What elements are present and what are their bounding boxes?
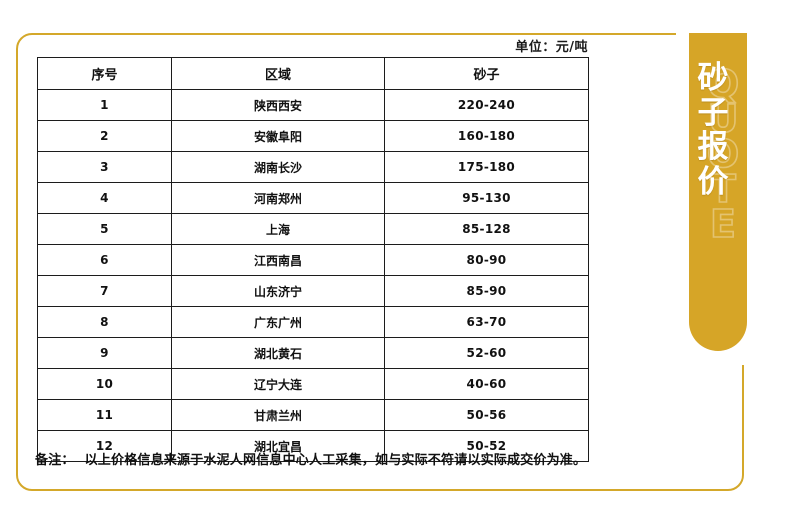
cell-price: 63-70 [384, 306, 589, 338]
table-row: 11 甘肃兰州 50-56 [37, 399, 589, 431]
unit-label: 单位：元/吨 [515, 40, 588, 55]
table-body: 1 陕西西安 220-240 2 安徽阜阳 160-180 3 湖南长沙 175-180 4 河南郑… [37, 89, 589, 462]
cell-price: 80-90 [384, 244, 589, 276]
tab-title-char: 砂 [697, 60, 729, 96]
tab-watermark: Q U O T E [699, 62, 747, 337]
watermark-letter: U [707, 96, 739, 141]
table-row: 12 湖北宜昌 50-52 [37, 430, 589, 462]
cell-price: 40-60 [384, 368, 589, 400]
cell-index: 9 [37, 337, 172, 369]
table-header-row: 序号 区域 砂子 [37, 57, 589, 90]
tab-title-char: 价 [697, 164, 729, 201]
cell-region: 湖南长沙 [171, 151, 385, 183]
cell-index: 7 [37, 275, 172, 307]
cell-price: 175-180 [384, 151, 589, 183]
cell-region: 山东济宁 [171, 275, 385, 307]
cell-price: 85-128 [384, 213, 589, 245]
watermark-letter: T [709, 166, 737, 211]
cell-region: 辽宁大连 [171, 368, 385, 400]
cell-index: 11 [37, 399, 172, 431]
cell-region: 甘肃兰州 [171, 399, 385, 431]
side-tab-sand-quote: Q U O T E 砂 子 报 价 [689, 33, 747, 351]
cell-price: 50-56 [384, 399, 589, 431]
cell-index: 6 [37, 244, 172, 276]
cell-price: 220-240 [384, 89, 589, 121]
table-row: 5 上海 85-128 [37, 213, 589, 245]
cell-region: 广东广州 [171, 306, 385, 338]
cell-index: 1 [37, 89, 172, 121]
cell-region: 江西南昌 [171, 244, 385, 276]
cell-index: 5 [37, 213, 172, 245]
table-row: 2 安徽阜阳 160-180 [37, 120, 589, 152]
column-header-price: 砂子 [384, 57, 589, 90]
cell-region: 湖北黄石 [171, 337, 385, 369]
cell-region: 陕西西安 [171, 89, 385, 121]
table-row: 9 湖北黄石 52-60 [37, 337, 589, 369]
footer-note-label: 备注： [35, 453, 75, 468]
table-row: 8 广东广州 63-70 [37, 306, 589, 338]
column-header-region: 区域 [171, 57, 385, 90]
cell-price: 95-130 [384, 182, 589, 214]
cell-region: 安徽阜阳 [171, 120, 385, 152]
column-header-index: 序号 [37, 57, 172, 90]
watermark-letter: O [706, 131, 740, 176]
cell-price: 50-52 [384, 430, 589, 462]
watermark-letter: Q [706, 62, 740, 106]
cell-region: 河南郑州 [171, 182, 385, 214]
cell-index: 4 [37, 182, 172, 214]
cell-price: 160-180 [384, 120, 589, 152]
cell-index: 8 [37, 306, 172, 338]
table-row: 4 河南郑州 95-130 [37, 182, 589, 214]
price-table: 序号 区域 砂子 1 陕西西安 220-240 2 安徽阜阳 160-180 3 湖南长沙 17… [37, 57, 589, 462]
cell-index: 2 [37, 120, 172, 152]
cell-region: 上海 [171, 213, 385, 245]
cell-index: 10 [37, 368, 172, 400]
cell-price: 52-60 [384, 337, 589, 369]
cell-index: 3 [37, 151, 172, 183]
footer-note: 备注： 以上价格信息来源于水泥人网信息中心人工采集，如与实际不符请以实际成交价为准… [35, 449, 586, 468]
side-tab-title: 砂 子 报 价 [689, 61, 737, 200]
table-row: 6 江西南昌 80-90 [37, 244, 589, 276]
footer-note-text: 以上价格信息来源于水泥人网信息中心人工采集，如与实际不符请以实际成交价为准。 [84, 453, 587, 468]
table-row: 10 辽宁大连 40-60 [37, 368, 589, 400]
tab-title-char: 报 [697, 129, 729, 166]
table-row: 1 陕西西安 220-240 [37, 89, 589, 121]
table-row: 3 湖南长沙 175-180 [37, 151, 589, 183]
cell-region: 湖北宜昌 [171, 430, 385, 462]
cell-price: 85-90 [384, 275, 589, 307]
tab-title-char: 子 [697, 94, 729, 131]
watermark-letter: E [709, 201, 737, 246]
table-row: 7 山东济宁 85-90 [37, 275, 589, 307]
